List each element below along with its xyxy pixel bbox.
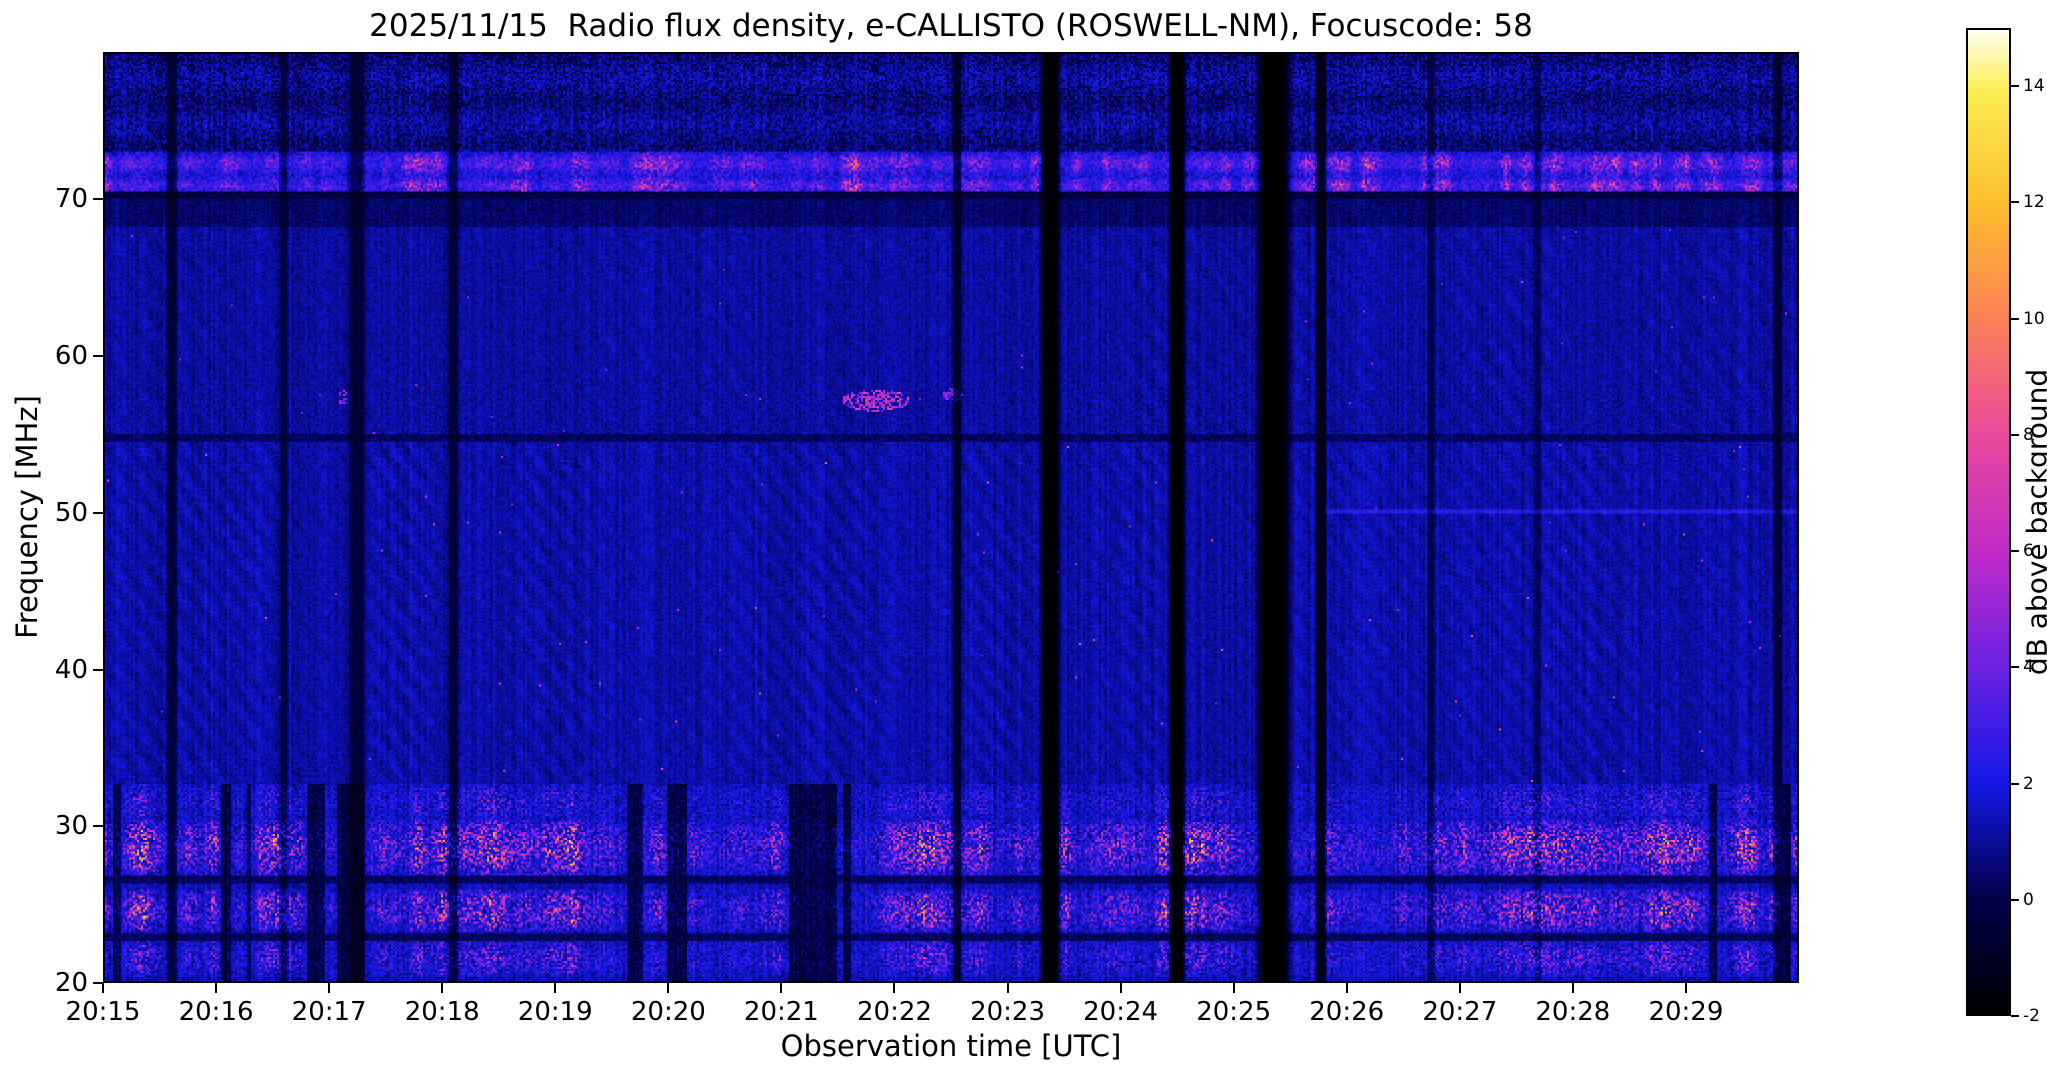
x-tick-label: 20:24: [1083, 997, 1159, 1027]
chart-title: 2025/11/15 Radio flux density, e-CALLIST…: [369, 8, 1533, 44]
x-tick-mark: [215, 983, 218, 993]
x-tick-mark: [441, 983, 444, 993]
spectrogram-canvas: [105, 54, 1797, 981]
x-tick-mark: [328, 983, 331, 993]
colorbar: [1966, 28, 2011, 1016]
y-tick-mark: [93, 355, 103, 358]
colorbar-tick-mark: [2011, 898, 2019, 901]
x-tick-mark: [780, 983, 783, 993]
colorbar-tick-mark: [2011, 550, 2019, 553]
y-tick-label: 30: [54, 811, 88, 842]
y-tick-label: 70: [54, 184, 88, 215]
colorbar-tick-label: 6: [2023, 541, 2034, 562]
x-axis-label: Observation time [UTC]: [780, 1029, 1122, 1063]
x-tick-label: 20:28: [1535, 997, 1611, 1027]
x-tick-mark: [554, 983, 557, 993]
x-tick-mark: [893, 983, 896, 993]
y-tick-label: 20: [54, 968, 88, 998]
x-tick-label: 20:25: [1196, 997, 1272, 1027]
colorbar-label: dB above background: [2020, 368, 2047, 676]
colorbar-tick-mark: [2011, 317, 2019, 320]
y-tick-mark: [93, 668, 103, 671]
colorbar-tick-mark: [2011, 85, 2019, 88]
colorbar-tick-label: 8: [2023, 424, 2034, 445]
x-tick-label: 20:21: [743, 997, 819, 1027]
colorbar-tick-mark: [2011, 666, 2019, 669]
colorbar-tick-label: 4: [2023, 657, 2034, 678]
colorbar-tick-mark: [2011, 201, 2019, 204]
x-tick-label: 20:15: [65, 997, 141, 1027]
x-tick-label: 20:17: [291, 997, 367, 1027]
y-tick-label: 40: [54, 654, 88, 685]
x-tick-label: 20:18: [404, 997, 480, 1027]
x-tick-label: 20:29: [1648, 997, 1724, 1027]
colorbar-tick-label: 12: [2023, 192, 2045, 213]
colorbar-tick-mark: [2011, 782, 2019, 785]
colorbar-tick-mark: [2011, 1015, 2019, 1017]
x-tick-mark: [1006, 983, 1009, 993]
plot-area: [103, 52, 1799, 983]
x-tick-mark: [1119, 983, 1122, 993]
x-tick-mark: [1458, 983, 1461, 993]
colorbar-tick-label: 10: [2023, 308, 2045, 329]
x-tick-label: 20:19: [517, 997, 593, 1027]
x-tick-label: 20:27: [1422, 997, 1498, 1027]
x-tick-mark: [102, 983, 104, 993]
y-tick-label: 60: [54, 341, 88, 372]
x-tick-label: 20:22: [856, 997, 932, 1027]
x-tick-mark: [1232, 983, 1235, 993]
y-tick-mark: [93, 198, 103, 201]
y-tick-mark: [93, 982, 103, 984]
colorbar-tick-label: 2: [2023, 773, 2034, 794]
x-tick-label: 20:20: [630, 997, 706, 1027]
colorbar-tick-label: 0: [2023, 889, 2034, 910]
y-tick-label: 50: [54, 497, 88, 528]
colorbar-tick-label: 14: [2023, 76, 2045, 97]
x-tick-label: 20:16: [178, 997, 254, 1027]
colorbar-gradient: [1968, 30, 2009, 1014]
colorbar-tick-mark: [2011, 433, 2019, 436]
colorbar-tick-label: -2: [2023, 1006, 2040, 1026]
y-tick-mark: [93, 511, 103, 514]
y-tick-mark: [93, 825, 103, 828]
x-tick-mark: [667, 983, 670, 993]
x-tick-mark: [1345, 983, 1348, 993]
x-tick-mark: [1684, 983, 1687, 993]
x-tick-label: 20:23: [970, 997, 1045, 1027]
x-tick-label: 20:26: [1309, 997, 1385, 1027]
x-tick-mark: [1571, 983, 1574, 993]
